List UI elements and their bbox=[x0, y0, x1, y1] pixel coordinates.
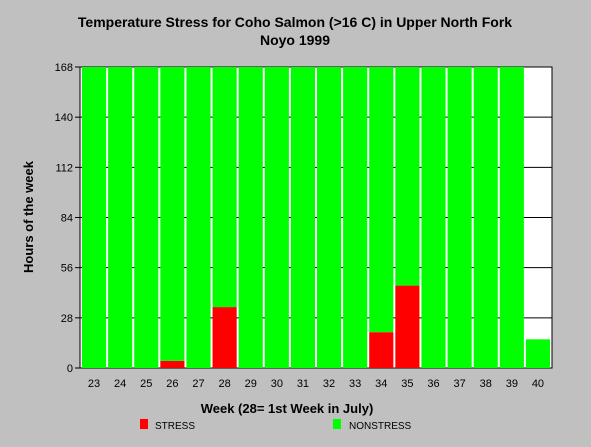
y-tick-label: 84 bbox=[61, 213, 73, 225]
x-tick-label: 39 bbox=[506, 378, 518, 390]
x-tick-label: 29 bbox=[245, 378, 257, 390]
bar-nonstress-week-33 bbox=[343, 67, 368, 368]
legend-swatch-stress bbox=[140, 419, 148, 429]
x-tick-label: 26 bbox=[166, 378, 178, 390]
bar-nonstress-week-23 bbox=[82, 67, 107, 368]
x-axis-ticks: 23 24 25 26 27 28 29 30 31 32 33 34 35 36 37 38 39 40 bbox=[88, 378, 544, 390]
legend-swatch-nonstress bbox=[333, 419, 341, 429]
bar-nonstress-week-24 bbox=[108, 67, 133, 368]
bar-stress-week-26 bbox=[160, 360, 185, 368]
y-tick-label: 112 bbox=[55, 162, 73, 174]
x-tick-label: 25 bbox=[140, 378, 152, 390]
y-tick-label: 56 bbox=[61, 263, 73, 275]
bar-nonstress-week-36 bbox=[421, 67, 446, 368]
bar-nonstress-week-39 bbox=[499, 67, 524, 368]
x-tick-label: 30 bbox=[271, 378, 283, 390]
bar-nonstress-week-34 bbox=[369, 67, 394, 333]
bar-nonstress-week-38 bbox=[473, 67, 498, 368]
bar-nonstress-week-27 bbox=[186, 67, 211, 368]
bar-nonstress-week-32 bbox=[317, 67, 342, 368]
bar-stress-week-28 bbox=[212, 307, 237, 368]
legend: STRESS NONSTRESS bbox=[140, 419, 412, 432]
legend-label-nonstress: NONSTRESS bbox=[349, 421, 412, 432]
bar-nonstress-week-37 bbox=[447, 67, 472, 368]
x-tick-label: 31 bbox=[297, 378, 309, 390]
bar-nonstress-week-29 bbox=[238, 67, 263, 368]
bars bbox=[82, 67, 550, 368]
y-tick-label: 168 bbox=[55, 62, 73, 74]
y-tick-label: 28 bbox=[61, 313, 73, 325]
y-axis-title: Hours of the week bbox=[21, 160, 36, 273]
y-tick-label: 0 bbox=[67, 363, 73, 375]
x-tick-label: 37 bbox=[453, 378, 465, 390]
x-tick-label: 23 bbox=[88, 378, 100, 390]
y-axis-ticks: 0 28 56 84 112 140 168 bbox=[55, 62, 80, 375]
gridlines bbox=[80, 116, 552, 319]
x-tick-label: 32 bbox=[323, 378, 335, 390]
x-tick-label: 24 bbox=[114, 378, 126, 390]
y-tick-label: 140 bbox=[55, 112, 73, 124]
x-axis-title: Week (28= 1st Week in July) bbox=[201, 401, 374, 416]
legend-label-stress: STRESS bbox=[155, 421, 195, 432]
bar-stress-week-34 bbox=[369, 332, 394, 368]
x-tick-label: 27 bbox=[192, 378, 204, 390]
bar-nonstress-week-26 bbox=[160, 67, 185, 361]
x-tick-label: 28 bbox=[218, 378, 230, 390]
x-tick-label: 40 bbox=[532, 378, 544, 390]
x-tick-label: 35 bbox=[401, 378, 413, 390]
bar-stress-week-35 bbox=[395, 285, 420, 368]
bar-nonstress-week-40 bbox=[525, 339, 550, 368]
x-tick-label: 33 bbox=[349, 378, 361, 390]
x-tick-label: 36 bbox=[427, 378, 439, 390]
bar-nonstress-week-31 bbox=[290, 67, 315, 368]
chart-subtitle: Noyo 1999 bbox=[260, 32, 330, 48]
bar-nonstress-week-30 bbox=[264, 67, 289, 368]
bar-nonstress-week-28 bbox=[212, 67, 237, 308]
x-tick-label: 38 bbox=[480, 378, 492, 390]
bar-nonstress-week-25 bbox=[134, 67, 159, 368]
x-tick-label: 34 bbox=[375, 378, 387, 390]
chart-title: Temperature Stress for Coho Salmon (>16 … bbox=[78, 14, 512, 30]
bar-nonstress-week-35 bbox=[395, 67, 420, 286]
